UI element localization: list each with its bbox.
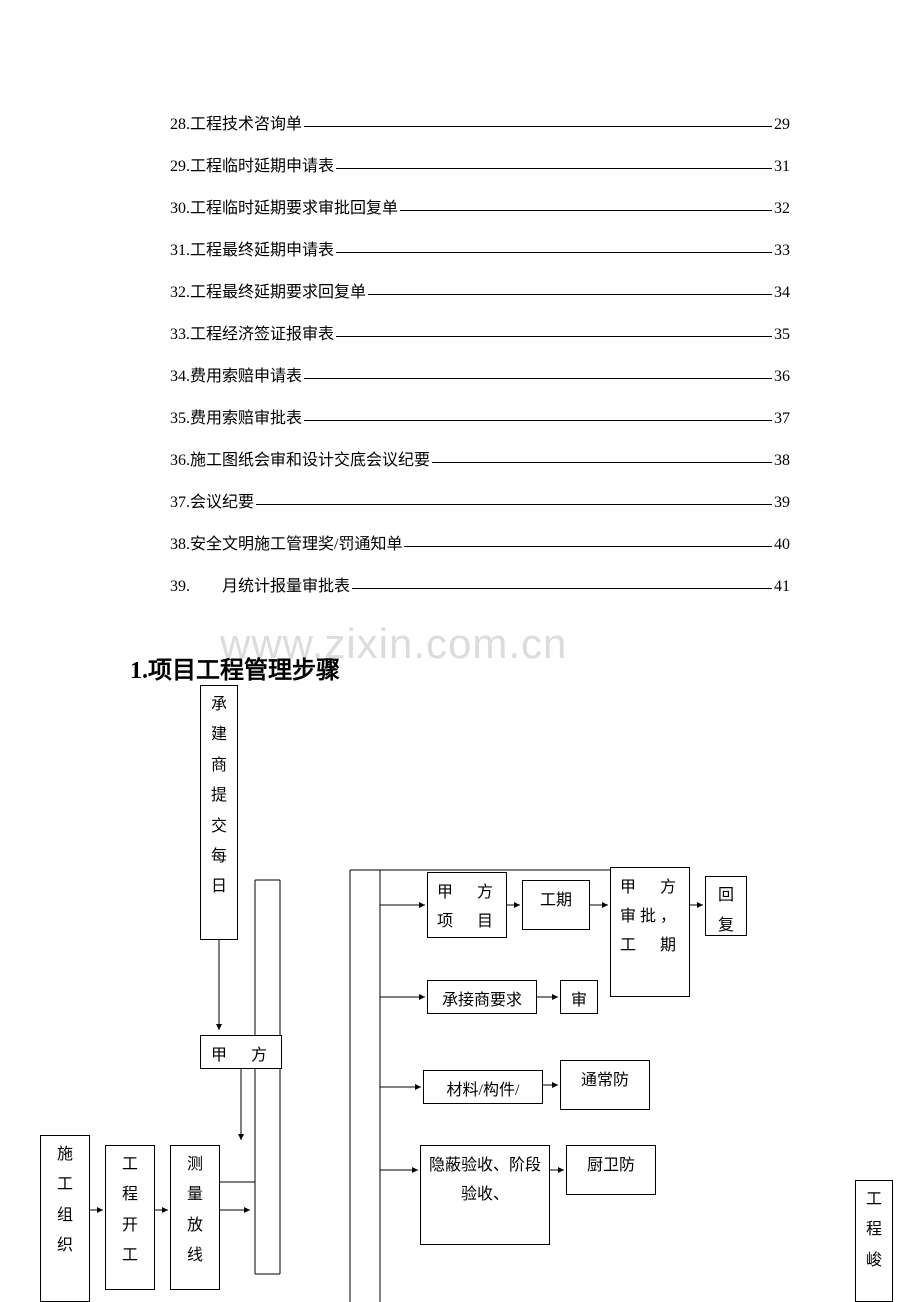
toc-item: 37.会议纪要 39 xyxy=(170,488,790,512)
flow-node: 隐蔽验收、阶段验收、 xyxy=(420,1145,550,1245)
toc-item: 35.费用索赔审批表 37 xyxy=(170,404,790,428)
flow-node: 甲 方 xyxy=(200,1035,282,1069)
flow-node: 工程峻 xyxy=(855,1180,893,1302)
toc-item: 33.工程经济签证报审表 35 xyxy=(170,320,790,344)
flow-node: 承接商要求 xyxy=(427,980,537,1014)
flow-node: 材料/构件/ xyxy=(423,1070,543,1104)
toc-leader-line xyxy=(336,168,772,169)
toc-page: 41 xyxy=(774,578,790,596)
toc-page: 31 xyxy=(774,158,790,176)
toc-leader-line xyxy=(368,294,772,295)
toc-leader-line xyxy=(400,210,772,211)
toc-label: 32.工程最终延期要求回复单 xyxy=(170,278,366,302)
flow-node: 厨卫防 xyxy=(566,1145,656,1195)
toc-item: 30.工程临时延期要求审批回复单 32 xyxy=(170,194,790,218)
toc-leader-line xyxy=(404,546,772,547)
toc-item: 29.工程临时延期申请表 31 xyxy=(170,152,790,176)
flow-node: 工期 xyxy=(522,880,590,930)
toc-page: 40 xyxy=(774,536,790,554)
toc-item: 28.工程技术咨询单 29 xyxy=(170,110,790,134)
toc-leader-line xyxy=(336,336,772,337)
flow-node: 甲 方项 目 xyxy=(427,872,507,938)
toc-leader-line xyxy=(336,252,772,253)
section-heading: 1.项目工程管理步骤 xyxy=(130,650,340,685)
toc-label: 28.工程技术咨询单 xyxy=(170,110,302,134)
flow-node: 审 xyxy=(560,980,598,1014)
toc-page: 39 xyxy=(774,494,790,512)
toc-label: 33.工程经济签证报审表 xyxy=(170,320,334,344)
toc-leader-line xyxy=(304,378,772,379)
toc-label: 30.工程临时延期要求审批回复单 xyxy=(170,194,398,218)
toc-item: 38.安全文明施工管理奖/罚通知单 40 xyxy=(170,530,790,554)
toc-page: 29 xyxy=(774,116,790,134)
toc-label: 36.施工图纸会审和设计交底会议纪要 xyxy=(170,446,430,470)
toc-item: 39. 月统计报量审批表 41 xyxy=(170,572,790,596)
toc-page: 34 xyxy=(774,284,790,302)
toc-leader-line xyxy=(304,126,772,127)
toc-label: 29.工程临时延期申请表 xyxy=(170,152,334,176)
flow-node: 通常防 xyxy=(560,1060,650,1110)
toc-page: 33 xyxy=(774,242,790,260)
flow-node: 工程开工 xyxy=(105,1145,155,1290)
flowchart: 承建商提交每日甲 方施工组织工程开工测量放线 甲 方项 目工期甲 方审批，工 期回… xyxy=(0,680,920,1302)
toc-leader-line xyxy=(432,462,772,463)
toc-page: 35 xyxy=(774,326,790,344)
toc-item: 31.工程最终延期申请表 33 xyxy=(170,236,790,260)
toc-leader-line xyxy=(352,588,772,589)
toc-page: 38 xyxy=(774,452,790,470)
flow-node: 施工组织 xyxy=(40,1135,90,1302)
flow-node: 回复 xyxy=(705,876,747,936)
toc-page: 37 xyxy=(774,410,790,428)
flow-node: 承建商提交每日 xyxy=(200,685,238,940)
toc-label: 35.费用索赔审批表 xyxy=(170,404,302,428)
toc-leader-line xyxy=(256,504,772,505)
toc-label: 39. 月统计报量审批表 xyxy=(170,572,350,596)
table-of-contents: 28.工程技术咨询单 29 29.工程临时延期申请表 31 30.工程临时延期要求审批回… xyxy=(170,110,790,614)
flow-node: 甲 方审批，工 期 xyxy=(610,867,690,997)
flow-node: 测量放线 xyxy=(170,1145,220,1290)
toc-item: 36.施工图纸会审和设计交底会议纪要 38 xyxy=(170,446,790,470)
toc-label: 38.安全文明施工管理奖/罚通知单 xyxy=(170,530,402,554)
toc-item: 34.费用索赔申请表 36 xyxy=(170,362,790,386)
toc-label: 31.工程最终延期申请表 xyxy=(170,236,334,260)
toc-leader-line xyxy=(304,420,772,421)
toc-page: 36 xyxy=(774,368,790,386)
toc-label: 34.费用索赔申请表 xyxy=(170,362,302,386)
toc-item: 32.工程最终延期要求回复单 34 xyxy=(170,278,790,302)
toc-label: 37.会议纪要 xyxy=(170,488,254,512)
toc-page: 32 xyxy=(774,200,790,218)
